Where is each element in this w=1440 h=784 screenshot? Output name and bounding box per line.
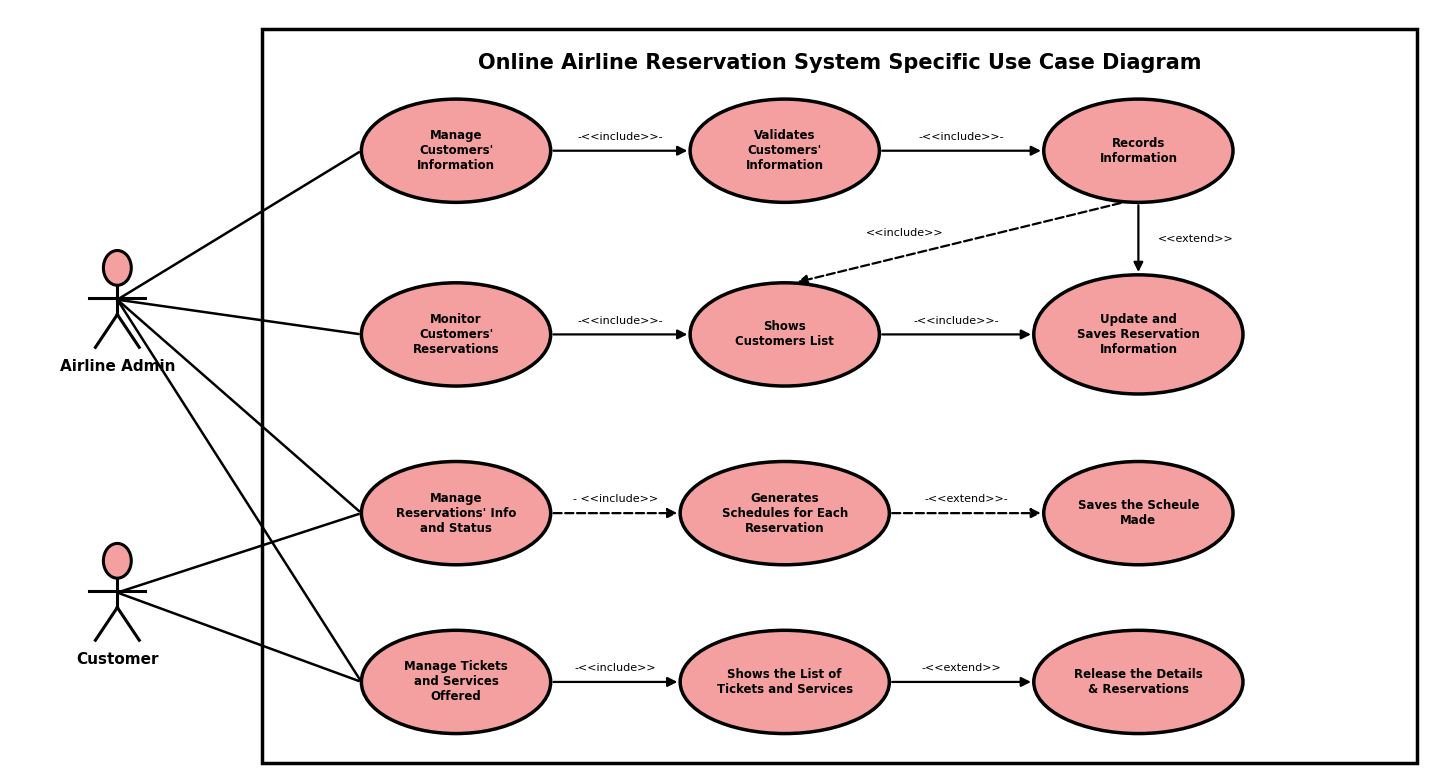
- Text: Generates
Schedules for Each
Reservation: Generates Schedules for Each Reservation: [721, 492, 848, 535]
- Text: Saves the Scheule
Made: Saves the Scheule Made: [1077, 499, 1200, 527]
- Text: Online Airline Reservation System Specific Use Case Diagram: Online Airline Reservation System Specif…: [478, 53, 1201, 74]
- Text: -<<include>>-: -<<include>>-: [914, 315, 999, 325]
- Text: -<<include>>-: -<<include>>-: [577, 132, 664, 142]
- Text: - <<include>>: - <<include>>: [573, 494, 658, 504]
- Ellipse shape: [1034, 275, 1243, 394]
- Text: <<extend>>: <<extend>>: [1158, 234, 1234, 244]
- Text: Customer: Customer: [76, 652, 158, 667]
- Ellipse shape: [690, 283, 880, 386]
- Text: <<include>>: <<include>>: [865, 227, 943, 238]
- Ellipse shape: [361, 99, 550, 202]
- Text: -<<include>>-: -<<include>>-: [919, 132, 1004, 142]
- Text: Monitor
Customers'
Reservations: Monitor Customers' Reservations: [413, 313, 500, 356]
- Text: -<<include>>-: -<<include>>-: [577, 315, 664, 325]
- Ellipse shape: [361, 283, 550, 386]
- Text: -<<extend>>: -<<extend>>: [922, 663, 1001, 673]
- FancyBboxPatch shape: [262, 28, 1417, 764]
- Text: Records
Information: Records Information: [1099, 136, 1178, 165]
- Ellipse shape: [104, 543, 131, 578]
- Ellipse shape: [690, 99, 880, 202]
- Text: Shows
Customers List: Shows Customers List: [736, 321, 834, 348]
- Ellipse shape: [1044, 99, 1233, 202]
- Ellipse shape: [680, 630, 890, 734]
- Text: Airline Admin: Airline Admin: [59, 359, 176, 374]
- Text: Release the Details
& Reservations: Release the Details & Reservations: [1074, 668, 1202, 696]
- Text: Validates
Customers'
Information: Validates Customers' Information: [746, 129, 824, 172]
- Text: -<<extend>>-: -<<extend>>-: [924, 494, 1008, 504]
- Ellipse shape: [1034, 630, 1243, 734]
- Ellipse shape: [361, 630, 550, 734]
- Text: -<<include>>: -<<include>>: [575, 663, 657, 673]
- Text: Shows the List of
Tickets and Services: Shows the List of Tickets and Services: [717, 668, 852, 696]
- Text: Manage Tickets
and Services
Offered: Manage Tickets and Services Offered: [405, 660, 508, 703]
- Text: Manage
Reservations' Info
and Status: Manage Reservations' Info and Status: [396, 492, 516, 535]
- Text: Manage
Customers'
Information: Manage Customers' Information: [418, 129, 495, 172]
- Ellipse shape: [104, 251, 131, 285]
- Text: Update and
Saves Reservation
Information: Update and Saves Reservation Information: [1077, 313, 1200, 356]
- Ellipse shape: [361, 462, 550, 564]
- Ellipse shape: [680, 462, 890, 564]
- Ellipse shape: [1044, 462, 1233, 564]
